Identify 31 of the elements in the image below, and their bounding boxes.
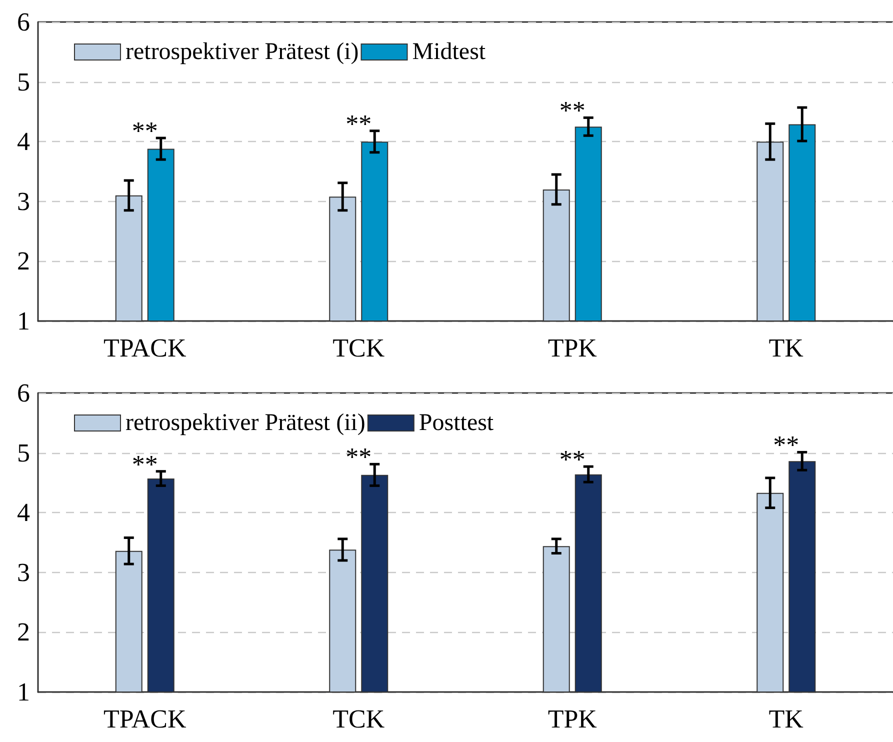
annotation: ** bbox=[346, 442, 372, 472]
x-tick-label: TPACK bbox=[103, 334, 187, 362]
annotation: ** bbox=[132, 450, 158, 479]
x-tick-label: TPK bbox=[548, 704, 598, 734]
y-tick-label: 3 bbox=[17, 558, 30, 587]
y-tick-label: 5 bbox=[17, 438, 30, 468]
y-tick-label: 3 bbox=[17, 186, 30, 216]
x-tick-label: TK bbox=[768, 704, 804, 734]
annotation: ** bbox=[346, 109, 372, 138]
x-tick-label: TPK bbox=[548, 334, 598, 362]
annotation: ** bbox=[559, 96, 586, 126]
annotation: ** bbox=[132, 116, 158, 146]
x-tick-label: TPACK bbox=[103, 704, 187, 734]
y-tick-label: 1 bbox=[17, 678, 30, 706]
annotation: ** bbox=[559, 445, 586, 474]
x-tick-label: TCK bbox=[332, 704, 385, 734]
y-tick-label: 6 bbox=[17, 8, 30, 36]
annotation: ** bbox=[773, 430, 800, 460]
legend-label: retrospektiver Prätest (ii) bbox=[126, 410, 366, 436]
y-tick-label: 5 bbox=[17, 67, 30, 96]
y-tick-label: 4 bbox=[17, 498, 30, 528]
legend-label: retrospektiver Prätest (i) bbox=[126, 39, 359, 65]
y-tick-label: 4 bbox=[17, 127, 30, 156]
y-tick-label: 2 bbox=[17, 618, 30, 647]
x-tick-label: TK bbox=[768, 334, 804, 362]
y-tick-label: 6 bbox=[17, 378, 30, 408]
x-tick-label: TCK bbox=[332, 334, 385, 362]
y-tick-label: 1 bbox=[17, 306, 30, 336]
legend-label: Posttest bbox=[418, 410, 494, 436]
y-tick-label: 2 bbox=[17, 246, 30, 276]
legend-label: Midtest bbox=[412, 39, 486, 65]
